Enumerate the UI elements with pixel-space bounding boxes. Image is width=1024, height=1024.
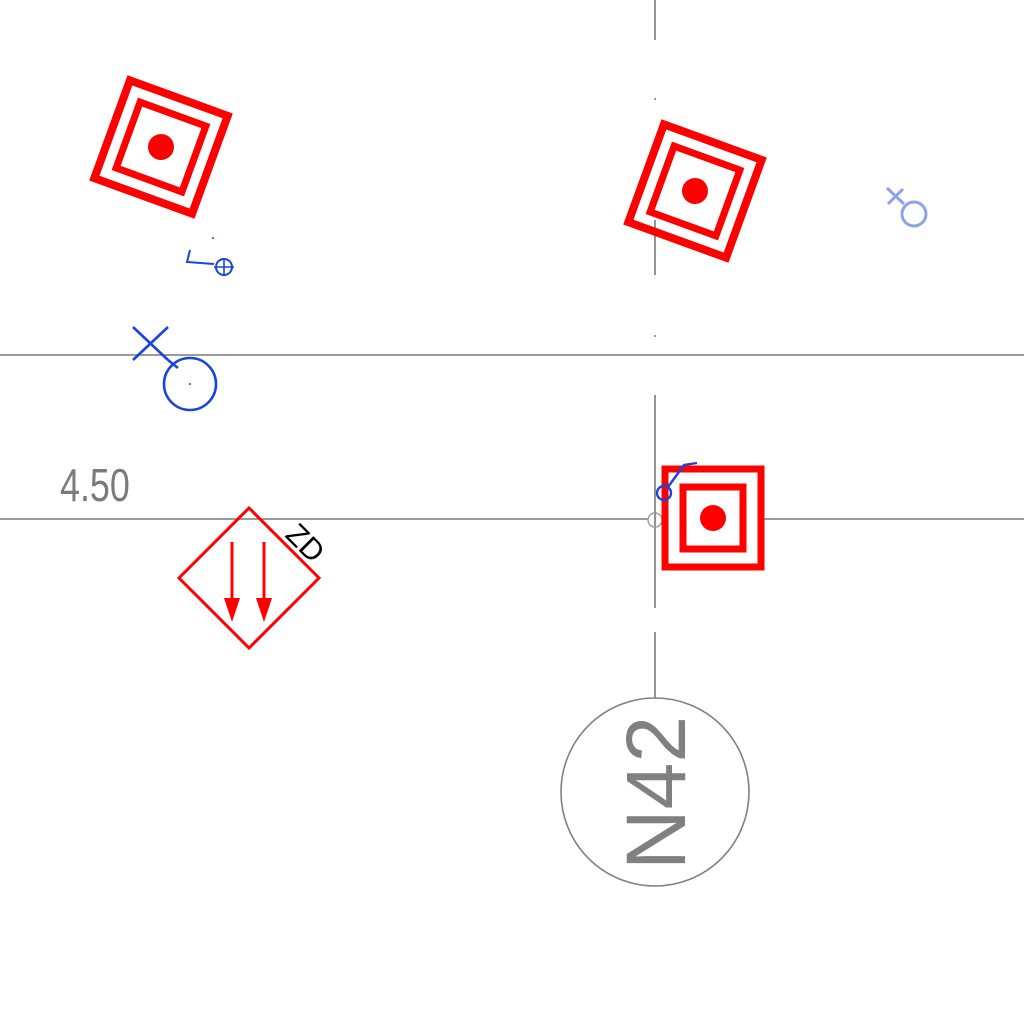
grid-axis-label: N42: [609, 716, 703, 870]
dimension-label: 4.50: [60, 460, 130, 511]
pipe-dot: [212, 237, 214, 239]
valve-center-dot: [189, 383, 191, 385]
fire-hydrant-box-top-left[interactable]: [94, 80, 227, 213]
grid-axis-bubble: N42: [561, 698, 749, 886]
valve-faded-right[interactable]: [887, 188, 926, 226]
fire-hydrant-box-right[interactable]: [665, 469, 761, 567]
arrow-head-left: [224, 598, 240, 622]
arrow-head-right: [256, 598, 272, 622]
fire-hydrant-box-top-right[interactable]: [628, 124, 761, 257]
grid-dot-small: [654, 98, 656, 100]
valve-large-left[interactable]: [133, 327, 216, 410]
hydrant-center-dot: [700, 505, 726, 531]
hydrant-center-dot: [144, 130, 177, 163]
hydrant-center-dot: [678, 174, 711, 207]
riser-tag-label: ZD: [279, 518, 331, 570]
pipe-bend-line: [187, 250, 214, 264]
grid-dot-small: [654, 335, 656, 337]
valve-small-left[interactable]: [187, 237, 234, 276]
valve-circle-icon: [902, 202, 926, 226]
